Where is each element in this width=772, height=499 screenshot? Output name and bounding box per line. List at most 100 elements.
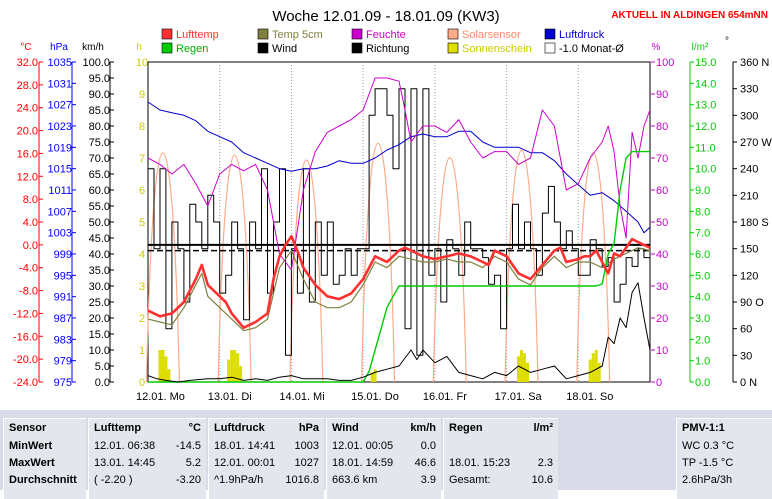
stats-panel: Sensor MinWert MaxWert Durchschnitt Luft…	[0, 410, 772, 499]
axis-tick-label: 987	[54, 313, 72, 325]
solar-curve	[289, 159, 324, 383]
legend-swatch	[161, 28, 173, 40]
axis-tick-label: 100.0	[82, 57, 110, 69]
legend: Lufttemp Temp 5cm Feuchte Solarsensor Luftdr…	[161, 28, 624, 55]
axis-tick-label: 15.0	[89, 329, 110, 341]
axis-tick-label: 5	[139, 217, 145, 229]
axis-tick-label: 1007	[48, 206, 72, 218]
day-label: 14.01. Mi	[279, 391, 324, 403]
axis-tick-label: 1031	[48, 78, 72, 90]
axis-tick-label: 90 O	[740, 297, 764, 309]
series-temp5cm	[147, 247, 651, 332]
axis-tick-label: 975	[54, 377, 72, 389]
sunshine-bar	[227, 359, 231, 382]
stats-lufttemp-avg-note: ( -2.20 )	[94, 473, 133, 486]
temp-axis-unit: °C	[20, 42, 31, 53]
axis-tick-label: 60.0	[89, 185, 110, 197]
sunshine-bar	[233, 350, 237, 382]
solar-curve	[145, 152, 180, 383]
stats-luftdruck-header: Luftdruck	[214, 422, 265, 434]
day-label: 16.01. Fr	[423, 391, 467, 403]
sunshine-bar	[517, 356, 521, 382]
axis-tick-label: 0	[656, 377, 662, 389]
legend-swatch	[257, 28, 269, 40]
axis-tick-label: 10.0	[695, 164, 716, 176]
stats-luftdruck-max-value: 1027	[294, 456, 319, 469]
stats-wind-unit: km/h	[410, 422, 436, 434]
axis-tick-label: 90.0	[89, 89, 110, 101]
axis-tick-label: 983	[54, 334, 72, 346]
solar-curve	[432, 157, 467, 383]
direction-axis-unit: °	[725, 36, 729, 47]
stats-regen-max-time: 18.01. 15:23	[449, 456, 511, 469]
axis-tick-label: 4	[139, 249, 145, 261]
stats-luftdruck-trend: ^1.9hPa/h	[214, 473, 264, 486]
sunshine-bar	[239, 366, 243, 382]
stats-luftdruck-avg-value: 1016.8	[285, 473, 319, 486]
location-banner: AKTUELL IN ALDINGEN 654mNN	[611, 10, 768, 21]
axis-tick-label: 35.0	[89, 265, 110, 277]
axis-tick-label: 2	[139, 313, 145, 325]
series-lufttemp	[147, 235, 651, 329]
sunshine-bar	[370, 372, 374, 382]
day-label: 15.01. Do	[351, 391, 399, 403]
stats-luftdruck-panel: Luftdruck hPa 18.01. 14:41 1003 12.01. 00:…	[208, 418, 324, 499]
legend-entry: Temp 5cm	[272, 29, 323, 41]
stats-pmv-tp: TP -1.5 °C	[682, 456, 734, 469]
stats-lufttemp-unit: °C	[188, 422, 201, 434]
axis-tick-label: 55.0	[89, 201, 110, 213]
axis-tick-label: 95.0	[89, 73, 110, 85]
axis-tick-label: 1035	[48, 57, 72, 69]
sunshine-bar	[520, 350, 524, 382]
direction-axis: 360 N 330 300 270 W 240 210 180 S 150 120 90 O 60 3…	[733, 57, 772, 389]
legend-swatch	[447, 28, 459, 40]
axis-tick-label: 80	[656, 121, 668, 133]
day-label: 17.01. Sa	[495, 391, 543, 403]
axis-tick-label: 8.0	[695, 206, 710, 218]
axis-tick-label: -4.0	[19, 263, 38, 275]
stats-luftdruck-max-time: 12.01. 00:01	[214, 456, 276, 469]
axis-tick-label: 13.0	[695, 100, 716, 112]
series-richtung	[148, 88, 651, 356]
axis-tick-label: 300	[740, 110, 758, 122]
axis-tick-label: 999	[54, 249, 72, 261]
stats-wind-header: Wind	[332, 422, 359, 434]
axis-tick-label: 1011	[48, 185, 72, 197]
axis-tick-label: 12.0	[17, 171, 38, 183]
axis-tick-label: 16.0	[17, 148, 38, 160]
stats-max-label: MaxWert	[9, 456, 55, 469]
weather-chart: Woche 12.01.09 - 18.01.09 (KW3) AKTUELL I…	[12, 8, 772, 403]
axis-tick-label: 70	[656, 153, 668, 165]
stats-lufttemp-panel: Lufttemp °C 12.01. 06:38 -14.5 13.01. 14:4…	[88, 418, 206, 499]
stats-wind-max-value: 46.6	[414, 456, 436, 469]
axis-tick-label: 240	[740, 164, 758, 176]
axis-tick-label: 60	[656, 185, 668, 197]
axis-tick-label: 1015	[48, 164, 72, 176]
sunshine-bar	[591, 353, 595, 382]
axis-tick-label: 24.0	[17, 103, 38, 115]
axis-tick-label: 1.0	[695, 356, 710, 368]
axis-tick-label: 20.0	[89, 313, 110, 325]
sunshine-bar	[158, 350, 162, 382]
axis-tick-label: 10	[656, 345, 668, 357]
stats-luftdruck-unit: hPa	[298, 422, 319, 434]
axis-tick-label: 20	[656, 313, 668, 325]
sunshine-bar	[236, 353, 240, 382]
axis-tick-label: 1	[139, 345, 145, 357]
legend-entry: Regen	[176, 43, 208, 55]
day-label: 12.01. Mo	[136, 391, 185, 403]
sunshine-bar	[597, 362, 601, 382]
stats-regen-header: Regen	[449, 422, 483, 434]
axis-tick-label: 8	[139, 121, 145, 133]
legend-swatch	[351, 42, 363, 54]
sunshine-bar	[230, 350, 234, 382]
axis-tick-label: 7	[139, 153, 145, 165]
legend-entry: Lufttemp	[176, 29, 219, 41]
legend-swatch	[447, 42, 459, 54]
stats-luftdruck-min-time: 18.01. 14:41	[214, 439, 276, 452]
axis-tick-label: 60	[740, 324, 752, 336]
axis-tick-label: 2.0	[695, 334, 710, 346]
stats-lufttemp-max-time: 13.01. 14:45	[94, 456, 156, 469]
axis-tick-label: 6.0	[695, 249, 710, 261]
